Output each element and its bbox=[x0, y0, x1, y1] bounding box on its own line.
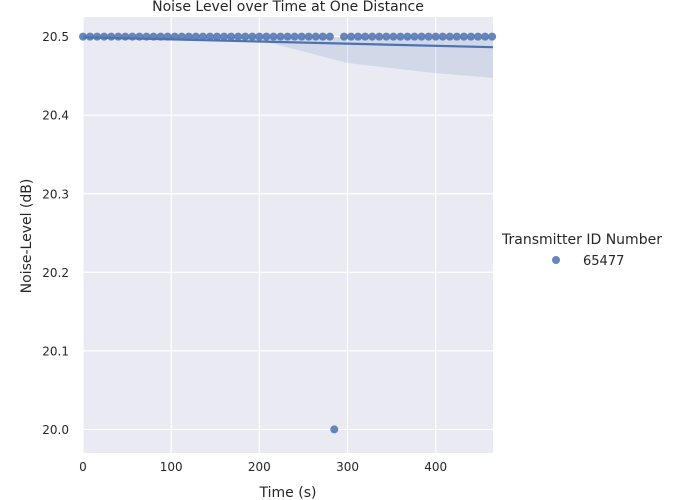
y-tick-label: 20.2 bbox=[42, 266, 69, 280]
data-point bbox=[184, 32, 193, 41]
data-point bbox=[403, 32, 412, 41]
data-point bbox=[262, 32, 271, 41]
data-point bbox=[354, 32, 363, 41]
data-point bbox=[311, 32, 320, 41]
data-point bbox=[86, 32, 95, 41]
legend-title: Transmitter ID Number bbox=[501, 232, 662, 248]
data-point bbox=[241, 32, 250, 41]
legend-label: 65477 bbox=[583, 254, 624, 269]
data-point bbox=[325, 32, 334, 41]
data-point bbox=[121, 32, 130, 41]
data-point bbox=[474, 32, 483, 41]
data-point bbox=[283, 32, 292, 41]
data-point bbox=[142, 32, 151, 41]
y-tick-labels: 20.0 20.1 20.2 20.3 20.4 20.5 bbox=[42, 30, 69, 437]
x-tick-label: 0 bbox=[79, 460, 87, 474]
data-point bbox=[396, 32, 405, 41]
data-point bbox=[135, 32, 144, 41]
data-point bbox=[79, 32, 87, 41]
data-point bbox=[330, 425, 339, 434]
data-point bbox=[297, 32, 306, 41]
y-tick-label: 20.4 bbox=[42, 109, 69, 123]
data-point bbox=[107, 32, 116, 41]
data-point bbox=[100, 32, 109, 41]
data-point bbox=[269, 32, 278, 41]
data-point bbox=[410, 32, 419, 41]
data-point bbox=[382, 32, 391, 41]
data-point bbox=[347, 32, 356, 41]
x-tick-labels: 0 100 200 300 400 bbox=[79, 460, 447, 474]
data-point bbox=[389, 32, 398, 41]
regression-confidence-band bbox=[83, 36, 493, 78]
x-tick-label: 200 bbox=[248, 460, 271, 474]
data-point bbox=[452, 32, 461, 41]
plot-background bbox=[83, 17, 493, 453]
data-point bbox=[128, 32, 137, 41]
data-point bbox=[227, 32, 236, 41]
data-point bbox=[445, 32, 454, 41]
data-point bbox=[339, 32, 348, 41]
y-tick-label: 20.5 bbox=[42, 30, 69, 44]
data-point bbox=[466, 32, 475, 41]
data-point bbox=[431, 32, 440, 41]
data-point bbox=[304, 32, 313, 41]
data-point bbox=[459, 32, 468, 41]
chart-title: Noise Level over Time at One Distance bbox=[152, 0, 424, 15]
data-point bbox=[438, 32, 447, 41]
data-point bbox=[220, 32, 229, 41]
data-point bbox=[424, 32, 433, 41]
data-point bbox=[198, 32, 207, 41]
data-point bbox=[191, 32, 200, 41]
data-point bbox=[290, 32, 299, 41]
x-gridlines bbox=[82, 17, 437, 453]
x-tick-label: 400 bbox=[424, 460, 447, 474]
data-point bbox=[114, 32, 123, 41]
x-axis-label: Time (s) bbox=[259, 485, 317, 500]
y-tick-label: 20.1 bbox=[42, 344, 69, 358]
data-point bbox=[255, 32, 264, 41]
data-point bbox=[170, 32, 179, 41]
x-tick-label: 300 bbox=[336, 460, 359, 474]
scatter-points bbox=[79, 32, 497, 434]
data-point bbox=[417, 32, 426, 41]
legend-marker bbox=[552, 256, 560, 264]
data-point bbox=[156, 32, 165, 41]
data-point bbox=[213, 32, 222, 41]
data-point bbox=[177, 32, 186, 41]
data-point bbox=[205, 32, 214, 41]
legend: Transmitter ID Number 65477 bbox=[501, 232, 662, 269]
data-point bbox=[361, 32, 370, 41]
data-point bbox=[488, 32, 497, 41]
y-axis-label: Noise-Level (dB) bbox=[19, 179, 35, 294]
data-point bbox=[93, 32, 102, 41]
x-tick-label: 100 bbox=[160, 460, 183, 474]
y-tick-label: 20.0 bbox=[42, 423, 69, 437]
data-point bbox=[375, 32, 384, 41]
data-point bbox=[163, 32, 172, 41]
y-tick-label: 20.3 bbox=[42, 187, 69, 201]
data-point bbox=[276, 32, 285, 41]
data-point bbox=[234, 32, 243, 41]
data-point bbox=[481, 32, 490, 41]
data-point bbox=[318, 32, 327, 41]
data-point bbox=[368, 32, 377, 41]
data-point bbox=[248, 32, 257, 41]
data-point bbox=[149, 32, 158, 41]
